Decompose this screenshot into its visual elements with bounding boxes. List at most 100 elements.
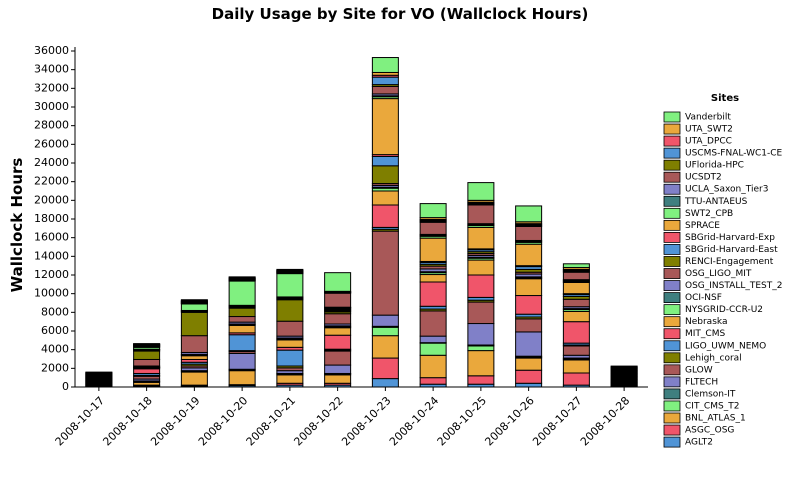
x-tick-label: 2008-10-20	[196, 394, 250, 448]
bar-segment	[419, 342, 447, 356]
bar-segment	[85, 371, 113, 374]
legend-swatch	[663, 171, 681, 183]
bar-segment	[371, 76, 399, 86]
legend-swatch	[663, 280, 681, 291]
legend-label: FLTECH	[685, 377, 718, 387]
bar-segment	[371, 230, 399, 316]
bar-segment	[562, 271, 590, 281]
bar-segment	[419, 203, 447, 219]
legend-title: Sites	[711, 93, 739, 104]
legend-swatch	[663, 352, 681, 364]
legend-label: UTA_SWT2	[685, 125, 733, 135]
legend-label: NYSGRID-CCR-U2	[685, 305, 763, 315]
bar-segment	[324, 350, 352, 366]
legend-label: Vanderbilt	[685, 113, 731, 123]
bar-segment	[562, 372, 590, 386]
legend-swatch	[663, 400, 681, 412]
legend-swatch	[663, 195, 681, 207]
bar-segment	[228, 307, 256, 318]
legend-swatch	[663, 304, 681, 316]
y-tick-label: 6000	[41, 324, 69, 337]
bar-segment	[371, 165, 399, 185]
x-tick-label: 2008-10-28	[578, 394, 632, 448]
bar-segment	[324, 272, 352, 292]
bar-segment	[515, 318, 543, 333]
bar-segment	[276, 374, 304, 384]
legend-swatch	[663, 376, 681, 388]
x-tick-label: 2008-10-18	[100, 394, 154, 448]
bar-segment	[228, 276, 256, 279]
legend-swatch	[663, 231, 681, 243]
bar-segment	[467, 274, 495, 298]
chart-title: Daily Usage by Site for VO (Wallclock Ho…	[212, 5, 589, 23]
x-tick-label: 2008-10-25	[435, 394, 489, 448]
x-tick-label: 2008-10-21	[244, 394, 298, 448]
x-tick-label: 2008-10-19	[148, 394, 202, 448]
bar-segment	[515, 225, 543, 241]
legend-swatch	[663, 207, 681, 219]
x-tick-label: 2008-10-26	[482, 394, 536, 448]
y-tick-label: 20000	[34, 193, 69, 206]
bar-segment	[276, 349, 304, 367]
bar-segment	[419, 274, 447, 283]
bar-segment	[324, 327, 352, 336]
bar-segment	[228, 324, 256, 334]
legend-swatch	[663, 111, 681, 123]
legend-swatch	[663, 292, 681, 304]
bar-segment	[371, 378, 399, 388]
legend-label: OCI-NSF	[685, 293, 722, 303]
legend-label: UTA_DPCC	[685, 137, 732, 147]
bar-segment	[515, 369, 543, 384]
legend-swatch	[663, 219, 681, 231]
bar-segment	[515, 331, 543, 357]
legend-label: CIT_CMS_T2	[685, 401, 739, 411]
bar-segment	[133, 358, 161, 367]
bar-segment	[562, 345, 590, 356]
bar-segment	[276, 299, 304, 322]
bar-segment	[228, 352, 256, 370]
bar-segment	[324, 313, 352, 325]
y-tick-label: 22000	[34, 175, 69, 188]
legend-swatch	[663, 135, 681, 147]
bar-segment	[180, 371, 208, 386]
bar-segment	[467, 226, 495, 250]
y-tick-label: 30000	[34, 100, 69, 113]
bar-segment	[467, 301, 495, 325]
legend-label: ASGC_OSG	[685, 426, 734, 436]
y-tick-label: 34000	[34, 63, 69, 76]
bar-segment	[133, 368, 161, 374]
legend-swatch	[663, 316, 681, 328]
bar-segment	[371, 98, 399, 156]
x-tick-label: 2008-10-24	[387, 394, 441, 448]
legend-label: MIT_CMS	[685, 329, 725, 339]
bar-segment	[467, 345, 495, 352]
bar-segment	[515, 382, 543, 388]
bar-segment	[467, 350, 495, 377]
x-tick-label: 2008-10-22	[291, 394, 345, 448]
x-tick-label: 2008-10-23	[339, 394, 393, 448]
y-tick-label: 4000	[41, 343, 69, 356]
bar-segment	[371, 190, 399, 206]
legend-swatch	[663, 388, 681, 400]
legend-label: BNL_ATLAS_1	[685, 414, 746, 424]
bar-segment	[515, 243, 543, 267]
y-tick-label: 18000	[34, 212, 69, 225]
legend-label: Nebraska	[685, 317, 727, 327]
legend-label: AGLT2	[685, 438, 713, 448]
bar-segment	[180, 303, 208, 311]
bar-segment	[515, 295, 543, 315]
y-tick-label: 8000	[41, 305, 69, 318]
bar-segment	[515, 278, 543, 297]
legend-label: USCMS-FNAL-WC1-CE	[685, 149, 783, 159]
bar-segment	[180, 355, 208, 360]
bar-segment	[371, 85, 399, 95]
bar-segment	[276, 268, 304, 271]
legend-label: UFlorida-HPC	[685, 161, 744, 171]
legend-swatch	[663, 364, 681, 376]
y-tick-label: 32000	[34, 81, 69, 94]
y-tick-label: 28000	[34, 119, 69, 132]
x-tick-label: 2008-10-27	[530, 394, 584, 448]
bar-segment	[228, 280, 256, 306]
bar-segment	[562, 359, 590, 374]
